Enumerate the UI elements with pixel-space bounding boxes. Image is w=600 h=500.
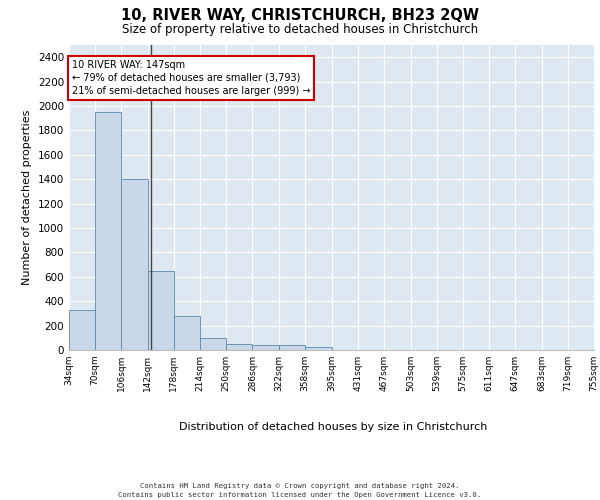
Bar	[226, 344, 253, 350]
Bar	[148, 270, 174, 350]
Text: Distribution of detached houses by size in Christchurch: Distribution of detached houses by size …	[179, 422, 487, 432]
Bar	[305, 347, 332, 350]
Text: 10 RIVER WAY: 147sqm
← 79% of detached houses are smaller (3,793)
21% of semi-de: 10 RIVER WAY: 147sqm ← 79% of detached h…	[72, 60, 310, 96]
Text: 10, RIVER WAY, CHRISTCHURCH, BH23 2QW: 10, RIVER WAY, CHRISTCHURCH, BH23 2QW	[121, 8, 479, 22]
Bar	[174, 316, 200, 350]
Text: Contains HM Land Registry data © Crown copyright and database right 2024.
Contai: Contains HM Land Registry data © Crown c…	[118, 483, 482, 498]
Bar	[279, 345, 305, 350]
Bar	[253, 345, 279, 350]
Y-axis label: Number of detached properties: Number of detached properties	[22, 110, 32, 285]
Bar	[69, 310, 95, 350]
Bar	[121, 179, 148, 350]
Bar	[200, 338, 226, 350]
Text: Size of property relative to detached houses in Christchurch: Size of property relative to detached ho…	[122, 22, 478, 36]
Bar	[95, 112, 121, 350]
